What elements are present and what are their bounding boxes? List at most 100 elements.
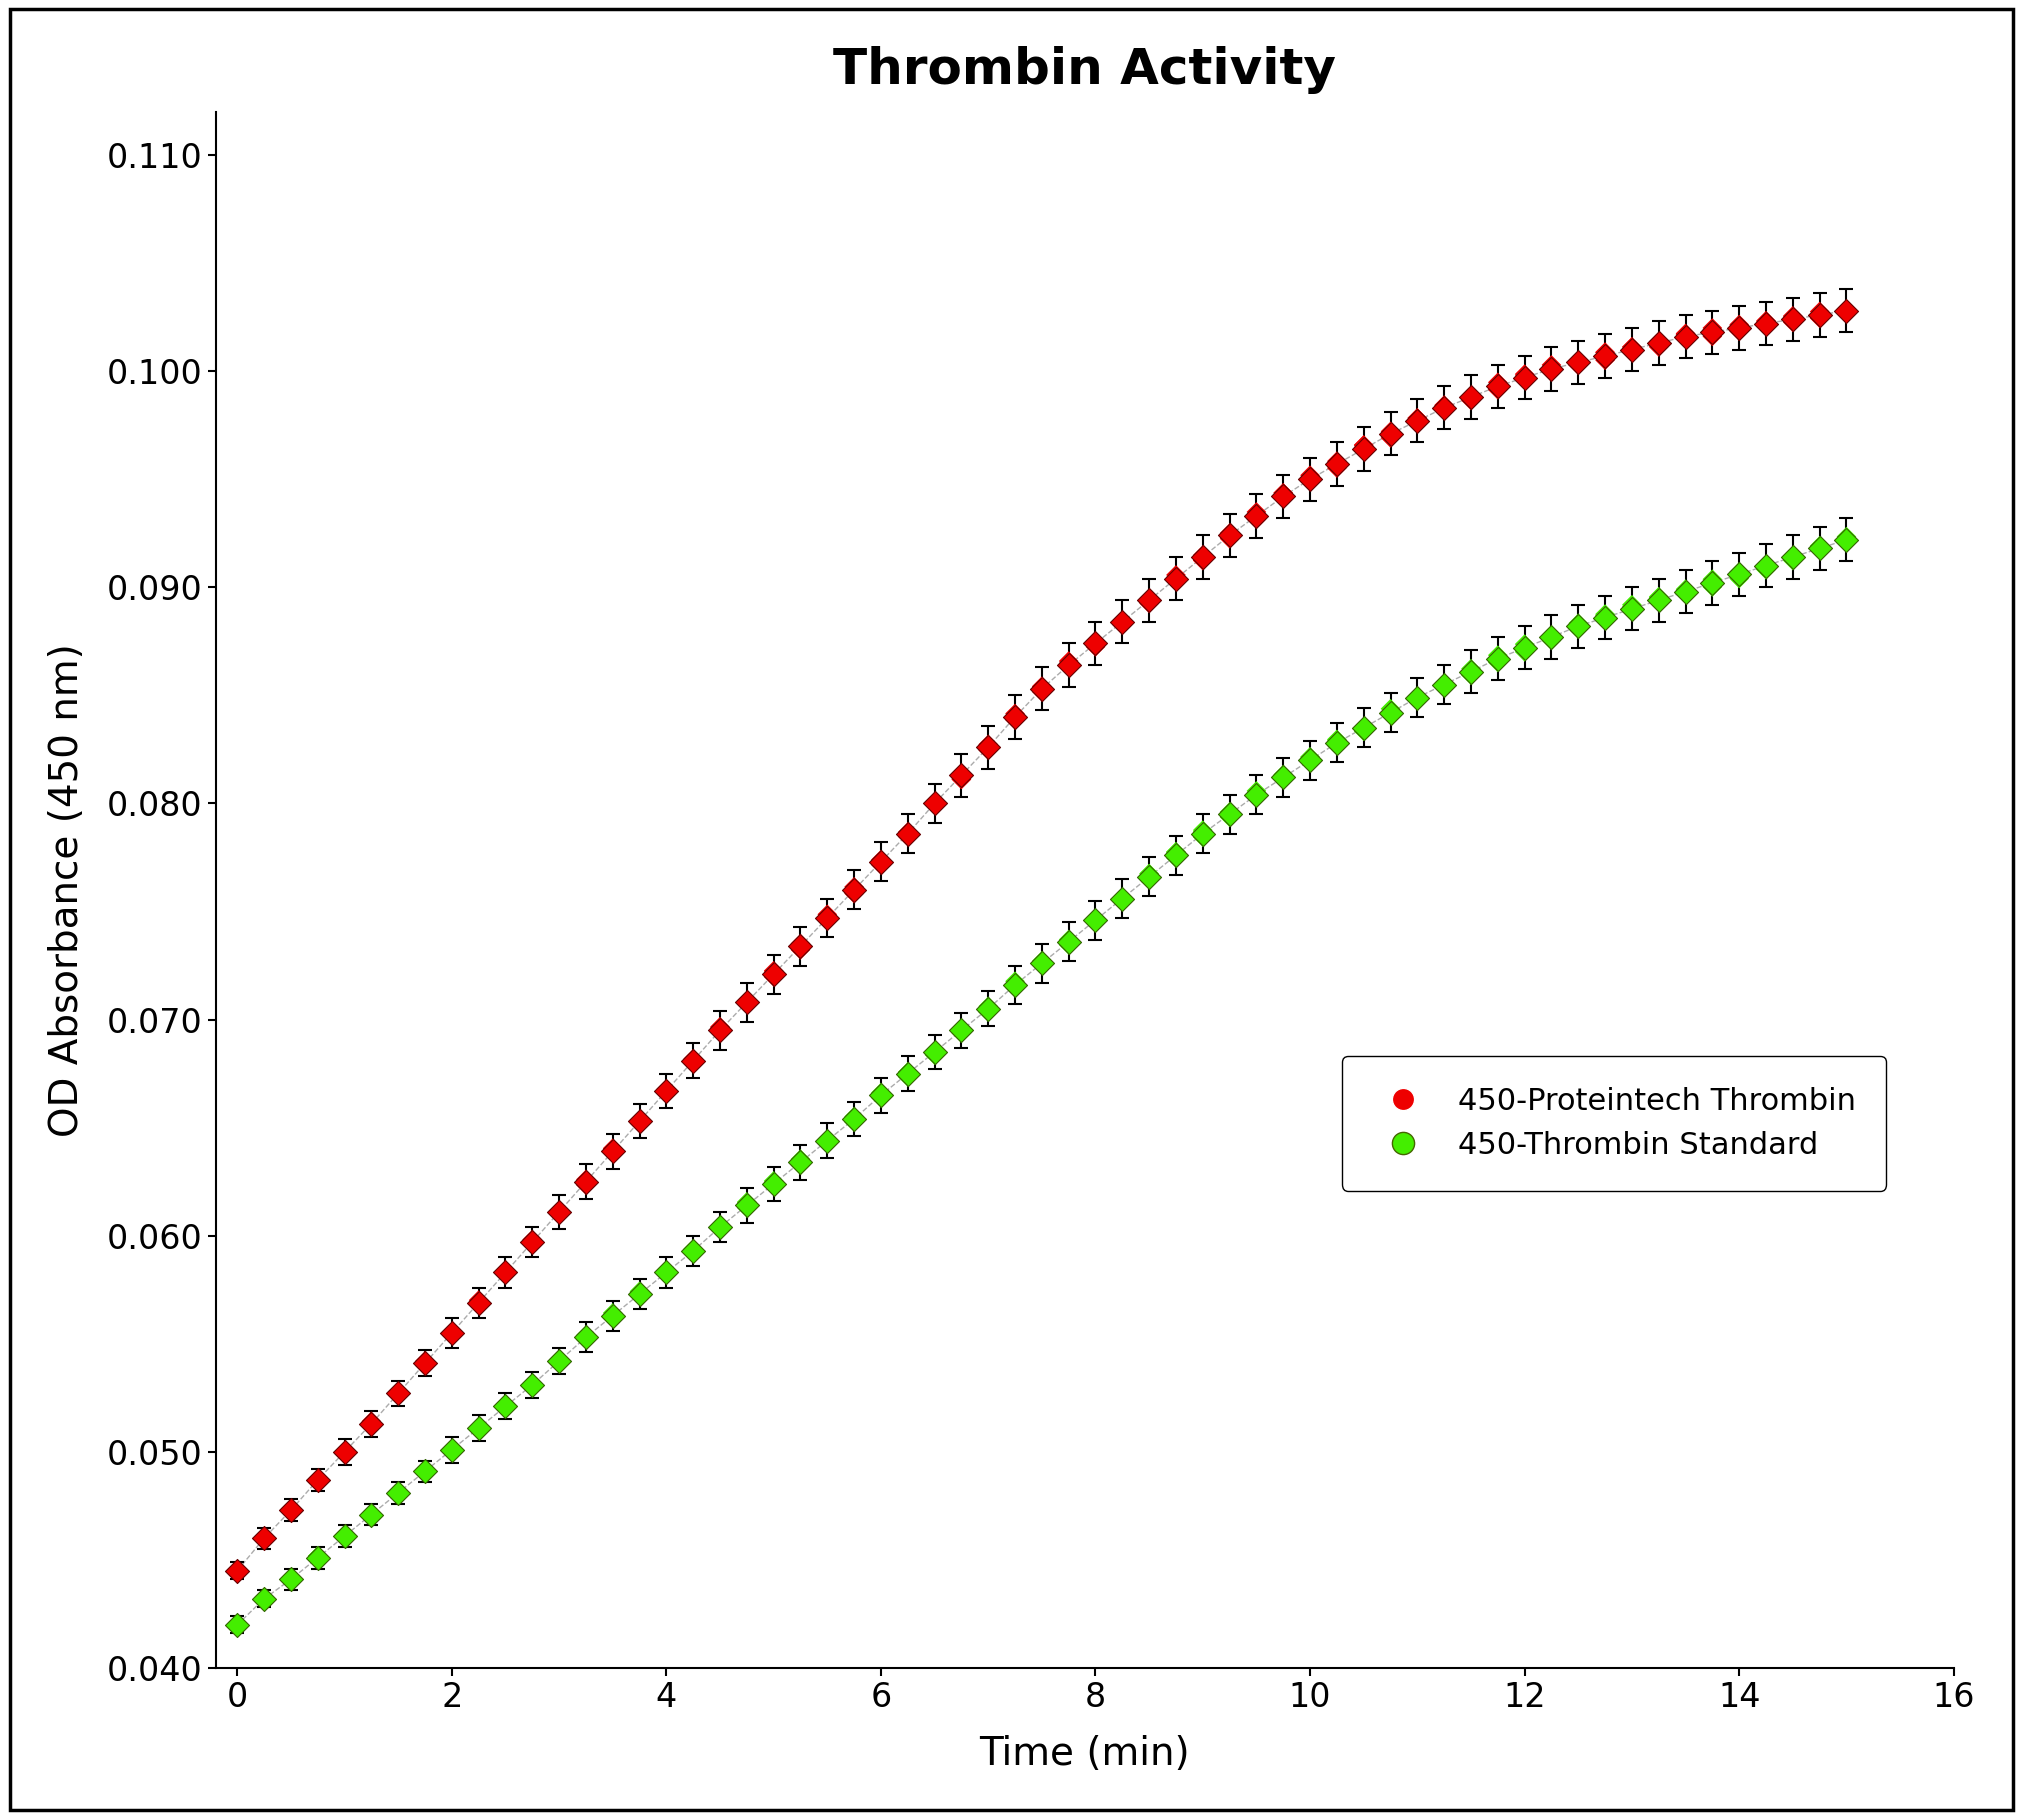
- Point: [1428, 673, 1461, 702]
- Point: [623, 1108, 655, 1137]
- Point: [1588, 346, 1620, 375]
- Point: [892, 1057, 925, 1086]
- Point: [1374, 417, 1406, 446]
- Point: [463, 1290, 496, 1319]
- Point: [971, 997, 1003, 1026]
- Point: [1616, 595, 1649, 624]
- Point: [221, 1610, 253, 1639]
- Point: [999, 702, 1032, 731]
- Point: [730, 988, 763, 1017]
- Point: [435, 1437, 467, 1466]
- Point: [730, 1188, 763, 1217]
- Legend: 450-Proteintech Thrombin, 450-Thrombin Standard: 450-Proteintech Thrombin, 450-Thrombin S…: [1341, 1057, 1885, 1190]
- Point: [945, 1015, 977, 1044]
- Point: [597, 1137, 629, 1166]
- Point: [1295, 744, 1327, 773]
- Point: [1295, 466, 1327, 495]
- Point: [1107, 884, 1139, 913]
- Point: [1481, 644, 1513, 673]
- Point: [1776, 544, 1809, 573]
- Point: [1188, 822, 1220, 851]
- Point: [1133, 864, 1165, 893]
- Point: [542, 1348, 575, 1377]
- Point: [1240, 502, 1272, 531]
- Point: [1188, 546, 1220, 575]
- Point: [1052, 651, 1084, 680]
- Point: [490, 1392, 522, 1421]
- Point: [945, 759, 977, 788]
- Point: [490, 1259, 522, 1288]
- Point: [1080, 629, 1113, 658]
- Point: [382, 1479, 415, 1508]
- Point: [1724, 557, 1756, 586]
- Point: [1240, 780, 1272, 809]
- Point: [704, 1011, 736, 1040]
- Point: [1776, 302, 1809, 331]
- Point: [1724, 317, 1756, 346]
- Point: [1214, 802, 1246, 831]
- Point: [275, 1493, 307, 1523]
- Point: [1214, 524, 1246, 553]
- Point: [382, 1479, 415, 1508]
- Point: [1509, 364, 1542, 393]
- Point: [328, 1439, 360, 1468]
- Point: [1616, 335, 1649, 364]
- Point: [301, 1541, 334, 1570]
- Point: [1402, 406, 1434, 435]
- Point: [570, 1168, 603, 1197]
- Point: [1295, 748, 1327, 777]
- Point: [892, 1062, 925, 1091]
- Point: [490, 1390, 522, 1419]
- Point: [757, 957, 789, 986]
- Point: [1750, 555, 1782, 584]
- Point: [1724, 311, 1756, 340]
- Point: [1616, 338, 1649, 367]
- Point: [1402, 404, 1434, 433]
- Point: [1535, 355, 1568, 384]
- Point: [1107, 884, 1139, 913]
- Point: [249, 1524, 281, 1553]
- Point: [570, 1321, 603, 1350]
- Point: [1214, 800, 1246, 829]
- Point: [516, 1230, 548, 1259]
- Point: [1695, 318, 1728, 347]
- Point: [678, 1237, 710, 1266]
- Point: [356, 1410, 388, 1439]
- Point: [382, 1377, 415, 1406]
- Point: [1695, 564, 1728, 593]
- Point: [945, 1015, 977, 1044]
- Point: [1750, 555, 1782, 584]
- Point: [1695, 322, 1728, 351]
- Point: [249, 1586, 281, 1615]
- Point: [516, 1224, 548, 1253]
- Point: [945, 764, 977, 793]
- Point: [1266, 480, 1299, 509]
- Point: [757, 957, 789, 986]
- Point: [1562, 611, 1594, 640]
- Point: [1159, 840, 1192, 869]
- Point: [542, 1344, 575, 1373]
- Point: [301, 1544, 334, 1573]
- Point: [597, 1137, 629, 1166]
- Point: [1240, 502, 1272, 531]
- Point: [918, 789, 951, 819]
- Point: [409, 1352, 441, 1381]
- Point: [1052, 928, 1084, 957]
- Point: [275, 1564, 307, 1593]
- Point: [838, 1104, 870, 1133]
- Point: [1374, 695, 1406, 724]
- Point: [649, 1075, 682, 1104]
- Point: [704, 1015, 736, 1044]
- Point: [1831, 526, 1863, 555]
- Point: [1052, 646, 1084, 675]
- Point: [435, 1319, 467, 1348]
- Point: [1188, 544, 1220, 573]
- Point: [249, 1524, 281, 1553]
- Point: [1831, 295, 1863, 324]
- Point: [704, 1213, 736, 1242]
- Point: [1643, 582, 1675, 611]
- Point: [811, 906, 844, 935]
- Point: [463, 1286, 496, 1315]
- Point: [1214, 797, 1246, 826]
- Point: [1428, 393, 1461, 422]
